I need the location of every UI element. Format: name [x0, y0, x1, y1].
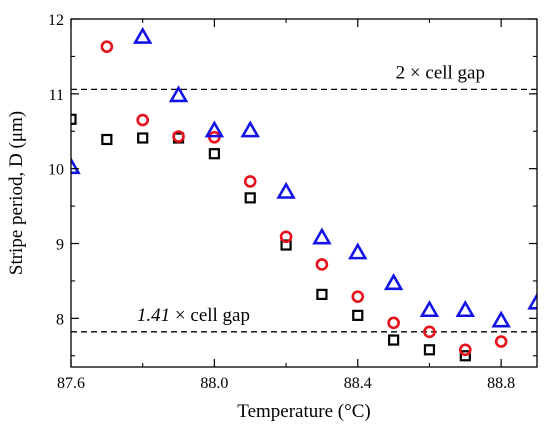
data-points [71, 26, 537, 362]
y-tick-label: 11 [49, 87, 64, 104]
data-point-circle [459, 343, 472, 357]
data-point-circle [351, 290, 365, 303]
data-point-square [137, 132, 149, 144]
x-axis-label: Temperature (°C) [237, 401, 370, 422]
data-point-triangle [312, 227, 332, 245]
data-point-triangle [276, 181, 296, 199]
axes: 87.6 88.0 88.4 88.8 8 9 10 11 12 [48, 12, 538, 392]
data-point-triangle [240, 120, 260, 138]
y-tick-label: 10 [48, 162, 64, 179]
data-point-square [101, 133, 113, 146]
x-tick-label: 88.0 [200, 375, 228, 392]
reference-line-label: 1.41 × cell gap [137, 305, 250, 326]
data-point-triangle [491, 310, 511, 328]
data-point-circle [423, 325, 436, 339]
data-point-triangle [455, 300, 476, 318]
y-tick-label: 12 [48, 12, 64, 29]
y-tick-label: 8 [56, 311, 64, 328]
data-point-square [459, 350, 471, 362]
data-point-circle [387, 316, 400, 330]
data-point-triangle [383, 273, 404, 291]
data-point-square [244, 192, 256, 204]
data-point-square [352, 309, 364, 321]
reference-lines: 2 × cell gap 1.41 × cell gap [71, 62, 537, 333]
data-point-circle [315, 258, 329, 271]
y-axis-label: Stripe period, D (μm) [6, 111, 27, 275]
data-point-circle [494, 335, 508, 348]
x-tick-label: 87.6 [57, 375, 85, 392]
data-point-triangle [527, 292, 537, 310]
data-point-square [316, 288, 328, 301]
reference-line-label: 2 × cell gap [396, 62, 485, 83]
data-point-square [388, 334, 400, 346]
data-point-triangle [419, 300, 440, 318]
data-point-triangle [348, 242, 368, 260]
data-point-square [423, 344, 436, 356]
data-point-circle [243, 175, 257, 188]
x-tick-label: 88.8 [487, 375, 515, 392]
data-point-circle [100, 40, 114, 53]
y-tick-label: 9 [56, 237, 64, 254]
data-point-triangle [168, 85, 189, 103]
data-point-circle [172, 130, 185, 143]
data-point-square [208, 148, 220, 160]
plot-frame [70, 18, 538, 368]
data-point-triangle [132, 26, 153, 44]
data-point-square [71, 113, 77, 125]
data-point-triangle [71, 157, 81, 175]
data-point-circle [279, 230, 293, 244]
data-point-triangle [204, 120, 225, 138]
data-point-circle [136, 113, 149, 127]
x-tick-label: 88.4 [344, 375, 372, 392]
